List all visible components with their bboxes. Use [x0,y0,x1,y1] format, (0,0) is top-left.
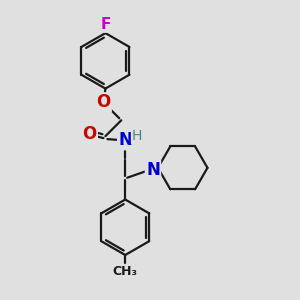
Text: O: O [82,125,97,143]
Text: H: H [132,129,142,143]
Text: N: N [118,131,132,149]
Text: N: N [146,161,160,179]
Text: O: O [96,93,111,111]
Text: F: F [100,17,111,32]
Text: CH₃: CH₃ [113,266,138,278]
